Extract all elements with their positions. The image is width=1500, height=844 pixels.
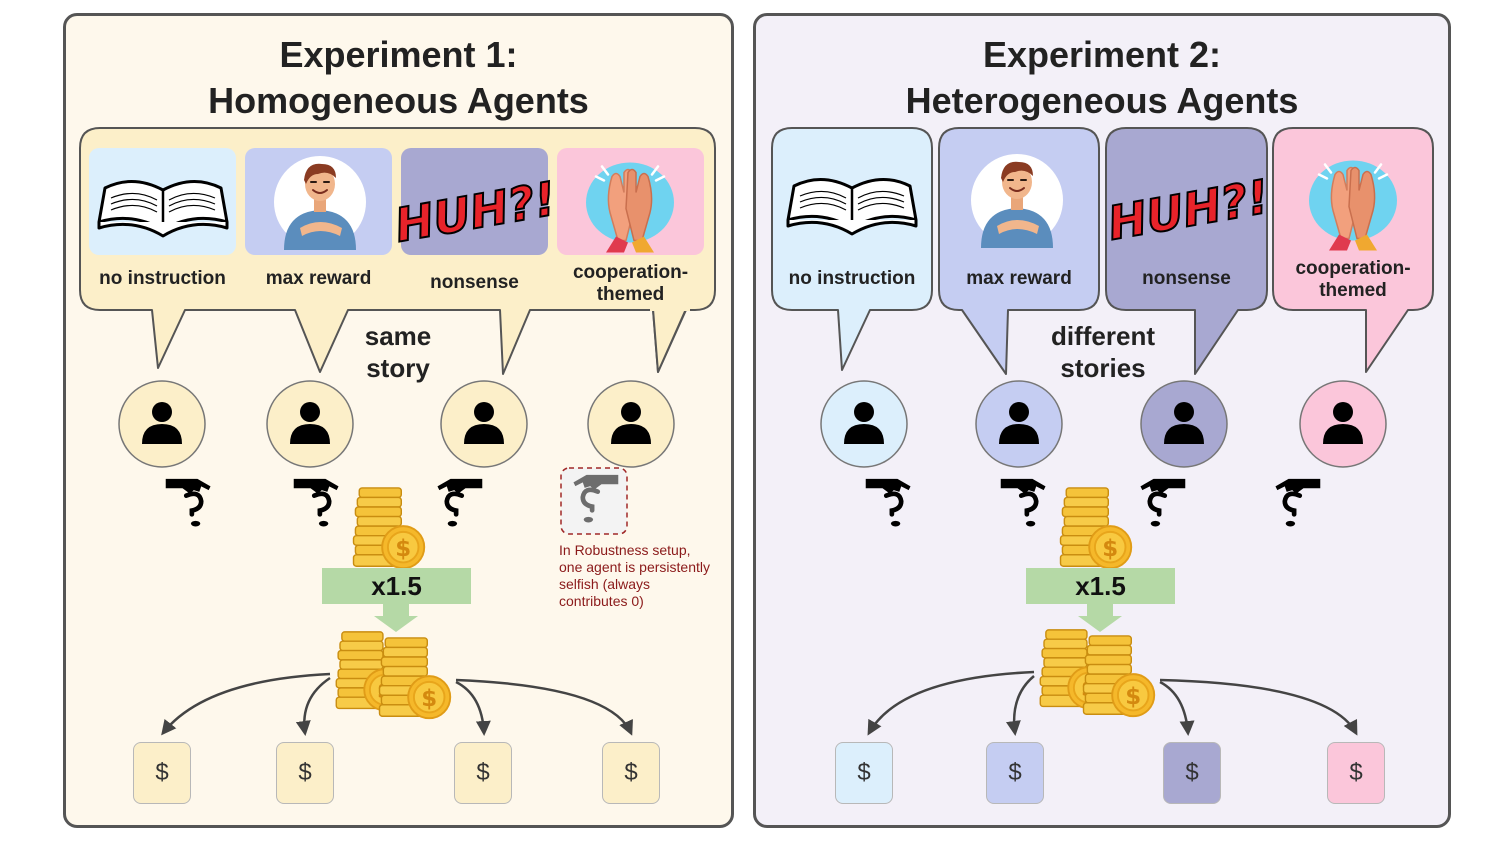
- payout-box: $: [276, 742, 334, 804]
- story-label-cooperation: cooperation- themed: [1295, 258, 1411, 301]
- experiment-1-subtitle: Homogeneous Agents: [208, 80, 589, 121]
- speech-bubble-nonsense: [1105, 127, 1268, 375]
- agent-1: [118, 380, 206, 468]
- agent-2: [266, 380, 354, 468]
- multiplier-label: x1.5: [371, 571, 422, 601]
- same-story-label: same story: [364, 321, 432, 383]
- agent-cooperation: [1299, 380, 1387, 468]
- contribution-hand-icon: [1140, 479, 1185, 527]
- speech-bubble-no-instruction: [771, 127, 933, 371]
- contribution-hand-icon: [1275, 479, 1320, 527]
- payout-box: $: [835, 742, 893, 804]
- story-label-cooperation: cooperation- themed: [572, 262, 689, 305]
- payout-box: $: [454, 742, 512, 804]
- agent-4: [587, 380, 675, 468]
- story-label-max-reward: max reward: [265, 268, 372, 289]
- smiling-person-icon: [273, 155, 367, 250]
- agent-3: [440, 380, 528, 468]
- payout-box: $: [1327, 742, 1385, 804]
- agent-nonsense: [1140, 380, 1228, 468]
- payout-box: $: [1163, 742, 1221, 804]
- multiplier-down-arrow: [1078, 604, 1122, 632]
- agent-no-instruction: [820, 380, 908, 468]
- story-label-no-instruction: no instruction: [99, 268, 226, 289]
- smiling-person-icon: [970, 153, 1064, 248]
- multiplier-box: [1026, 568, 1175, 604]
- contribution-hand-icon: [1001, 479, 1046, 527]
- contribution-hand-icon: [437, 479, 482, 527]
- multiplier-box: [322, 568, 471, 604]
- multiplier-label: x1.5: [1075, 571, 1126, 601]
- story-label-nonsense: nonsense: [1142, 268, 1231, 289]
- story-label-no-instruction: no instruction: [788, 268, 916, 289]
- multiplied-coins-icon: [1082, 634, 1156, 718]
- payout-box: $: [602, 742, 660, 804]
- story-label-nonsense: nonsense: [430, 272, 519, 293]
- experiment-1-title: Experiment 1:: [279, 34, 518, 75]
- agent-max-reward: [975, 380, 1063, 468]
- coin-pot-icon: [352, 486, 426, 570]
- payout-box: $: [133, 742, 191, 804]
- experiment-2-title: Experiment 2:: [982, 34, 1222, 75]
- multiplier-down-arrow: [374, 604, 418, 632]
- story-label-max-reward: max reward: [966, 268, 1072, 289]
- robustness-note: In Robustness setup, one agent is persis…: [559, 542, 710, 609]
- experiment-2-subtitle: Heterogeneous Agents: [905, 80, 1299, 121]
- payout-box: $: [986, 742, 1044, 804]
- different-stories-label: different stories: [1051, 321, 1155, 383]
- coin-pot-icon: [1059, 486, 1133, 570]
- contribution-hand-icon: [866, 479, 911, 527]
- contribution-hand-icon: [166, 479, 211, 527]
- contribution-hand-icon: [294, 479, 339, 527]
- multiplied-coins-icon: [378, 636, 452, 720]
- nonsense-tile: [401, 148, 548, 255]
